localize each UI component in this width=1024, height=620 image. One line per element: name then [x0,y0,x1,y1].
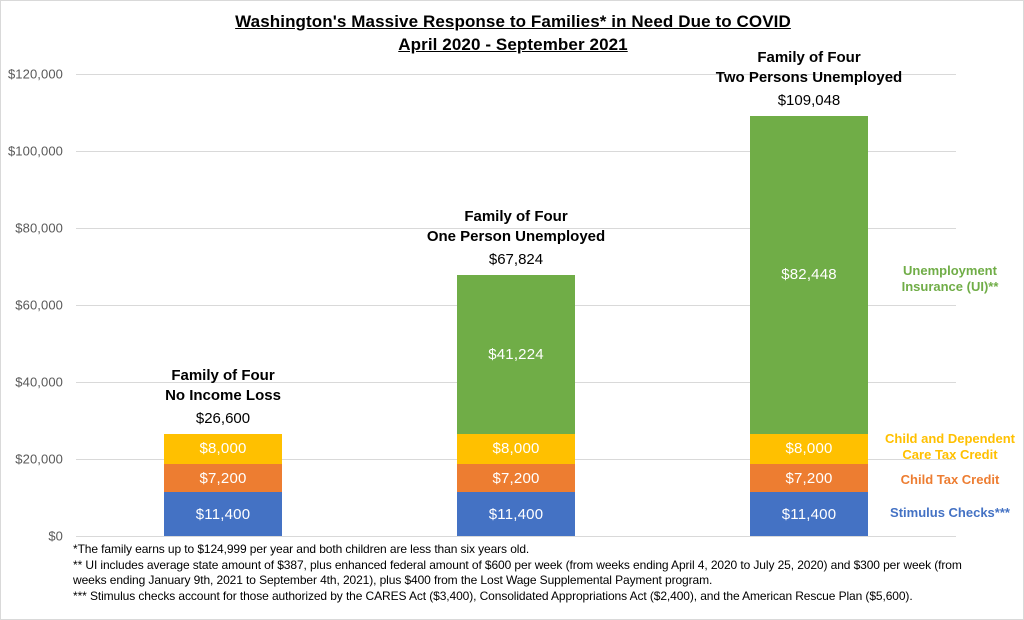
legend-item-line: Unemployment [903,263,997,278]
bar-segment-value-label: $11,400 [781,505,837,523]
bar-category-label: Family of Four One Person Unemployed $67,8… [366,207,666,269]
footnote-text: ** UI includes average state amount of $… [73,557,962,588]
footnotes-block: *The family earns up to $124,999 per yea… [73,542,995,604]
bar-segment: $11,400 [750,492,868,536]
bar-category-line: One Person Unemployed [426,227,606,245]
bar-total-label: $109,048 [777,92,841,110]
gridline [76,228,956,229]
y-axis-tick-label: $20,000 [15,451,63,467]
legend-item-line: Care Tax Credit [902,447,998,462]
legend-item-line: Insurance (UI)** [901,279,999,294]
bar-category-label: Family of Four Two Persons Unemployed $109… [659,48,959,110]
bar-segment-value-label: $7,200 [492,469,540,487]
bar-segment: $11,400 [164,492,282,536]
chart-title-block: Washington's Massive Response to Familie… [1,10,1024,56]
bar-segment-value-label: $82,448 [781,266,837,284]
footnote-text: *** Stimulus checks account for those au… [73,588,913,603]
bar-segment-value-label: $11,400 [488,505,544,523]
bar-segment-value-label: $7,200 [199,469,247,487]
y-axis-tick-label: $0 [48,528,63,544]
bar-segment: $41,224 [457,274,575,434]
bar-category-line: Family of Four [757,49,861,67]
bar-segment: $82,448 [750,116,868,434]
legend-item-line: Stimulus Checks*** [890,505,1010,520]
chart-subtitle: April 2020 - September 2021 [398,35,628,54]
bar-segment: $11,400 [457,492,575,536]
bar-segment-value-label: $8,000 [199,440,247,458]
bar-segment: $7,200 [457,464,575,493]
bar-category-line: Family of Four [171,366,275,384]
legend-item: Unemployment Insurance (UI)** [879,263,1021,295]
bar-segment: $8,000 [457,433,575,465]
chart-title: Washington's Massive Response to Familie… [235,12,791,31]
bar-total-label: $26,600 [195,409,251,427]
legend-item: Child and Dependent Care Tax Credit [879,431,1021,463]
y-axis-tick-label: $120,000 [7,66,63,82]
footnote-text: *The family earns up to $124,999 per yea… [73,542,530,556]
bar-category-line: Family of Four [464,207,568,225]
bar-segment-value-label: $41,224 [488,345,544,363]
gridline [76,151,956,152]
gridline [76,74,956,75]
bar-segment-value-label: $8,000 [492,440,540,458]
bar-segment: $7,200 [750,464,868,493]
bar-segment: $8,000 [750,433,868,465]
bar-category-label: Family of Four No Income Loss $26,600 [73,366,373,428]
bar-segment: $7,200 [164,464,282,493]
gridline [76,536,956,537]
bar-category-line: Two Persons Unemployed [715,69,903,87]
bar-segment-value-label: $8,000 [785,440,833,458]
bar-segment: $8,000 [164,433,282,465]
legend-item-line: Child and Dependent [885,431,1015,446]
legend-item-line: Child Tax Credit [900,472,1000,487]
legend-item: Stimulus Checks*** [879,505,1021,521]
y-axis-tick-label: $100,000 [7,143,63,159]
bar-category-line: No Income Loss [165,386,281,404]
y-axis-tick-label: $60,000 [15,297,63,313]
bar-segment-value-label: $11,400 [195,505,251,523]
bar-total-label: $67,824 [488,250,544,268]
bar-segment-value-label: $7,200 [785,469,833,487]
y-axis-tick-label: $80,000 [15,220,63,236]
y-axis-tick-label: $40,000 [15,374,63,390]
legend-item: Child Tax Credit [879,472,1021,488]
